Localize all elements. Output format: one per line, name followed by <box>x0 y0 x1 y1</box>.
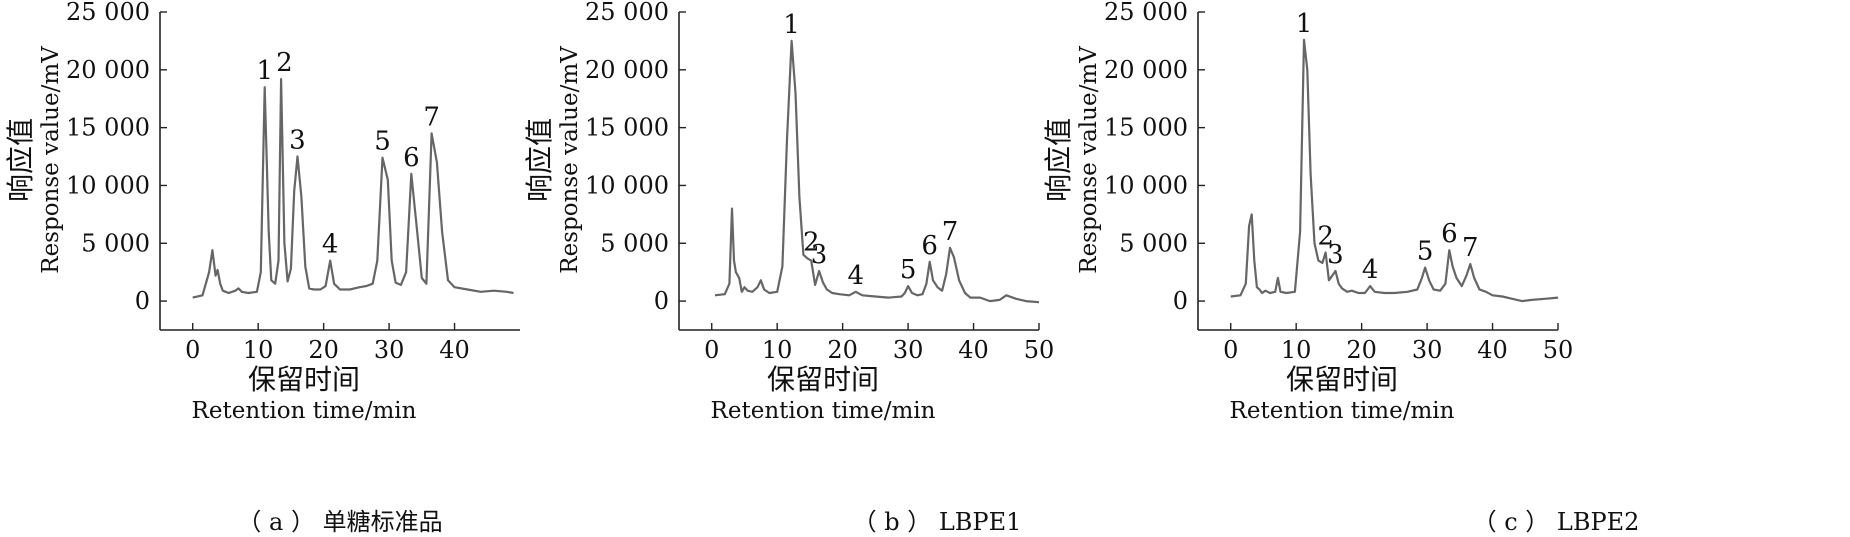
caption-panel-a: （ a ） 单糖标准品 <box>237 508 443 536</box>
y-tick-label: 15 000 <box>1104 114 1188 142</box>
chart-panel-0: 0 5 000 10 000 15 000 20 000 25 000 0 10 20 30 40 保… <box>4 0 520 424</box>
y-tick-label: 10 000 <box>1104 171 1188 199</box>
x-tick-label: 10 <box>243 336 274 364</box>
chart-panel-1: 0 5 000 10 000 15 000 20 000 25 000 0 10 20 30 40 5… <box>523 0 1054 424</box>
caption-panel-b: （ b ） LBPE1 <box>852 508 1022 536</box>
x-tick-label: 10 <box>762 336 793 364</box>
peak-label: 6 <box>403 143 420 173</box>
chromatogram-line <box>192 77 514 299</box>
y-tick-label: 5 000 <box>600 229 669 257</box>
peak-label: 4 <box>322 230 339 260</box>
x-axis-label-en: Retention time/min <box>1230 398 1455 424</box>
x-tick-label: 50 <box>1024 336 1055 364</box>
peak-label: 2 <box>276 48 293 78</box>
y-tick-label: 5 000 <box>1119 229 1188 257</box>
x-tick-label: 20 <box>308 336 339 364</box>
peak-label: 7 <box>1462 233 1479 263</box>
y-tick-label: 5 000 <box>81 229 150 257</box>
peak-label: 3 <box>811 240 828 270</box>
y-tick-label: 15 000 <box>66 114 150 142</box>
x-axis-label-en: Retention time/min <box>192 398 417 424</box>
x-tick-label: 40 <box>958 336 989 364</box>
y-axis-label-cn: 响应值 <box>4 118 37 202</box>
peak-label: 1 <box>783 10 800 40</box>
x-axis-label-cn: 保留时间 <box>248 363 360 396</box>
peak-label: 5 <box>1417 237 1434 267</box>
peak-label: 7 <box>423 102 440 132</box>
x-axis-label-cn: 保留时间 <box>1286 363 1398 396</box>
y-tick-label: 0 <box>654 287 669 315</box>
chromatogram-line <box>1230 38 1559 303</box>
peak-label: 6 <box>921 231 938 261</box>
x-tick-label: 40 <box>439 336 470 364</box>
peak-label: 1 <box>256 56 273 86</box>
x-axis-label-en: Retention time/min <box>711 398 936 424</box>
chart-panel-2: 0 5 000 10 000 15 000 20 000 25 000 0 10 20 30 40 5… <box>1042 0 1573 424</box>
x-tick-label: 50 <box>1543 336 1574 364</box>
y-tick-label: 20 000 <box>585 56 669 84</box>
y-tick-label: 25 000 <box>66 0 150 26</box>
peak-label: 5 <box>900 255 917 285</box>
x-tick-label: 20 <box>827 336 858 364</box>
y-tick-label: 20 000 <box>66 56 150 84</box>
y-tick-label: 10 000 <box>66 171 150 199</box>
y-tick-label: 0 <box>1173 287 1188 315</box>
y-tick-label: 20 000 <box>1104 56 1188 84</box>
peak-label: 7 <box>942 217 959 247</box>
peak-label: 6 <box>1441 219 1458 249</box>
x-tick-label: 30 <box>1412 336 1443 364</box>
y-tick-label: 10 000 <box>585 171 669 199</box>
peak-label: 4 <box>1362 255 1379 285</box>
y-tick-label: 25 000 <box>1104 0 1188 26</box>
x-tick-label: 30 <box>374 336 405 364</box>
y-axis-label-cn: 响应值 <box>523 118 556 202</box>
chromatogram-line <box>714 39 1040 304</box>
peak-label: 4 <box>847 261 864 291</box>
peak-label: 3 <box>289 126 306 156</box>
y-axis-label-en: Response value/mV <box>1076 46 1102 274</box>
x-tick-label: 0 <box>704 336 719 364</box>
caption-panel-c: （ c ） LBPE2 <box>1472 508 1640 536</box>
y-tick-label: 25 000 <box>585 0 669 26</box>
y-axis-label-en: Response value/mV <box>557 46 583 274</box>
peak-label: 1 <box>1296 9 1313 39</box>
y-axis-label-cn: 响应值 <box>1042 118 1075 202</box>
peak-label: 5 <box>374 127 391 157</box>
x-tick-label: 0 <box>1223 336 1238 364</box>
x-tick-label: 30 <box>893 336 924 364</box>
y-tick-label: 15 000 <box>585 114 669 142</box>
peak-label: 3 <box>1327 240 1344 270</box>
x-tick-label: 10 <box>1281 336 1312 364</box>
x-tick-label: 0 <box>185 336 200 364</box>
y-axis-label-en: Response value/mV <box>38 46 64 274</box>
y-tick-label: 0 <box>135 287 150 315</box>
x-axis-label-cn: 保留时间 <box>767 363 879 396</box>
peak-label: 2 <box>803 227 820 257</box>
peak-label: 2 <box>1317 222 1334 252</box>
x-tick-label: 20 <box>1346 336 1377 364</box>
x-tick-label: 40 <box>1477 336 1508 364</box>
